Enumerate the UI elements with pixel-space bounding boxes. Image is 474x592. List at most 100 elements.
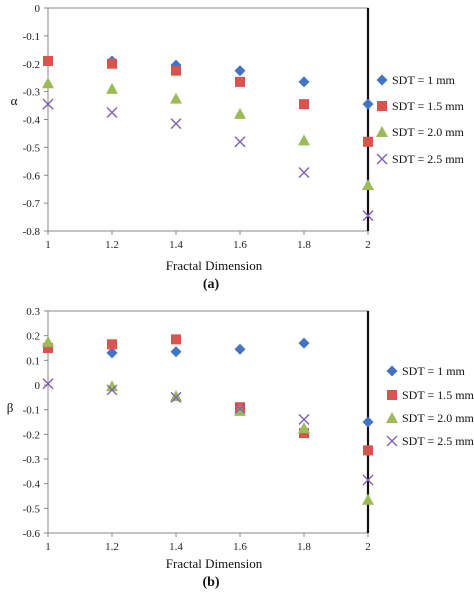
- x-tick-label: 2: [365, 239, 371, 251]
- data-point-triangle: [298, 422, 310, 434]
- y-tick-label: 0.1: [26, 355, 40, 367]
- data-point-square: [299, 99, 309, 110]
- y-tick-label: -0.8: [23, 226, 41, 238]
- data-point-cross: [106, 384, 118, 396]
- legend-marker-triangle: [386, 412, 398, 423]
- legend-marker-cross: [376, 153, 388, 165]
- data-point-triangle: [42, 77, 54, 89]
- y-tick-label: 0: [35, 3, 41, 15]
- data-point-triangle: [362, 493, 374, 505]
- data-point-cross: [298, 414, 310, 426]
- data-point-square: [171, 334, 181, 345]
- legend-label: SDT = 1.5 mm: [402, 388, 474, 402]
- y-tick-label: -0.2: [23, 429, 40, 441]
- panel-label: (a): [203, 277, 220, 292]
- legend-marker-square: [377, 101, 387, 111]
- y-tick-label: -0.7: [23, 198, 41, 210]
- data-point-triangle: [106, 82, 118, 94]
- data-point-diamond: [106, 347, 118, 359]
- data-point-square: [43, 55, 53, 66]
- data-point-square: [171, 65, 181, 76]
- plot-area: [47, 7, 369, 232]
- y-axis-label: α: [11, 93, 18, 108]
- data-point-square: [363, 445, 373, 456]
- data-point-diamond: [362, 98, 374, 110]
- y-tick-label: 0.2: [26, 331, 40, 343]
- data-point-cross: [42, 98, 54, 110]
- legend-marker-cross: [386, 435, 398, 447]
- data-point-cross: [234, 136, 246, 148]
- x-axis-label: Fractal Dimension: [166, 258, 263, 273]
- y-tick-label: -0.5: [23, 503, 41, 515]
- data-point-cross: [106, 107, 118, 119]
- legend: SDT = 1 mm SDT = 1.5 mm SDT = 2.0 mm SDT = …: [386, 364, 474, 448]
- legend-label: SDT = 2.5 mm: [392, 152, 465, 166]
- data-point-diamond: [234, 343, 246, 355]
- legend-label: SDT = 1 mm: [392, 73, 456, 87]
- y-tick-label: -0.4: [23, 115, 41, 127]
- y-tick-label: -0.2: [23, 59, 40, 71]
- data-point-triangle: [42, 335, 54, 347]
- y-tick-label: -0.5: [23, 142, 41, 154]
- x-axis-label: Fractal Dimension: [166, 556, 263, 571]
- data-point-triangle: [234, 107, 246, 119]
- x-tick-label: 1.8: [297, 239, 311, 251]
- data-point-triangle: [234, 404, 246, 416]
- y-tick-label: -0.1: [23, 405, 40, 417]
- data-point-cross: [298, 166, 310, 178]
- legend-label: SDT = 1.5 mm: [392, 99, 465, 113]
- legend-marker-diamond: [376, 74, 388, 86]
- panel-label: (b): [202, 575, 219, 590]
- data-point-triangle: [106, 380, 118, 392]
- y-tick-label: -0.6: [23, 528, 41, 540]
- x-tick-label: 1.4: [169, 541, 183, 553]
- legend: SDT = 1 mm SDT = 1.5 mm SDT = 2.0 mm SDT = …: [376, 73, 465, 166]
- x-tick-label: 1.2: [105, 541, 119, 553]
- data-point-diamond: [362, 416, 374, 428]
- y-tick-label: 0: [35, 380, 41, 392]
- data-point-diamond: [170, 346, 182, 358]
- legend-label: SDT = 2.0 mm: [392, 125, 465, 139]
- data-point-triangle: [298, 134, 310, 146]
- data-point-cross: [170, 118, 182, 130]
- legend-label: SDT = 2.5 mm: [402, 434, 474, 448]
- data-point-diamond: [298, 337, 310, 349]
- y-tick-label: -0.1: [23, 31, 40, 43]
- data-point-triangle: [362, 179, 374, 191]
- data-point-square: [107, 58, 117, 69]
- chart-panel-b: 0.3 0.2 0.1 0 -0.1 -0.2 -0.3 -0.4 -0.5 -0.6 1 1.2 1.…: [7, 306, 474, 590]
- y-tick-label: -0.6: [23, 170, 41, 182]
- y-tick-label: -0.4: [23, 479, 41, 491]
- data-point-square: [235, 76, 245, 87]
- legend-marker-triangle: [376, 126, 388, 137]
- data-point-cross: [234, 402, 246, 414]
- legend-label: SDT = 1 mm: [402, 364, 466, 378]
- x-tick-label: 1: [45, 541, 51, 553]
- y-tick-label: -0.3: [23, 454, 41, 466]
- plot-area: [47, 310, 369, 534]
- data-point-square: [363, 136, 373, 147]
- legend-label: SDT = 2.0 mm: [402, 411, 474, 425]
- x-tick-label: 1: [45, 239, 51, 251]
- data-point-cross: [170, 391, 182, 403]
- y-axis-label: β: [7, 400, 14, 415]
- x-tick-label: 1.2: [105, 239, 119, 251]
- x-tick-label: 2: [365, 541, 371, 553]
- legend-marker-diamond: [386, 365, 398, 377]
- data-point-cross: [362, 210, 374, 222]
- data-point-diamond: [298, 76, 310, 88]
- data-point-square: [107, 339, 117, 350]
- chart-panel-a: 0 -0.1 -0.2 -0.3 -0.4 -0.5 -0.6 -0.7 -0.8 1 1.2 1.4…: [11, 3, 465, 292]
- y-tick-label: 0.3: [26, 306, 40, 318]
- data-point-cross: [362, 474, 374, 486]
- x-tick-label: 1.6: [233, 239, 247, 251]
- y-tick-label: -0.3: [23, 87, 41, 99]
- data-point-triangle: [170, 390, 182, 402]
- data-point-square: [43, 343, 53, 353]
- data-point-triangle: [170, 92, 182, 104]
- x-tick-label: 1.8: [297, 541, 311, 553]
- legend-marker-square: [387, 390, 397, 400]
- x-tick-label: 1.6: [233, 541, 247, 553]
- x-tick-label: 1.4: [169, 239, 183, 251]
